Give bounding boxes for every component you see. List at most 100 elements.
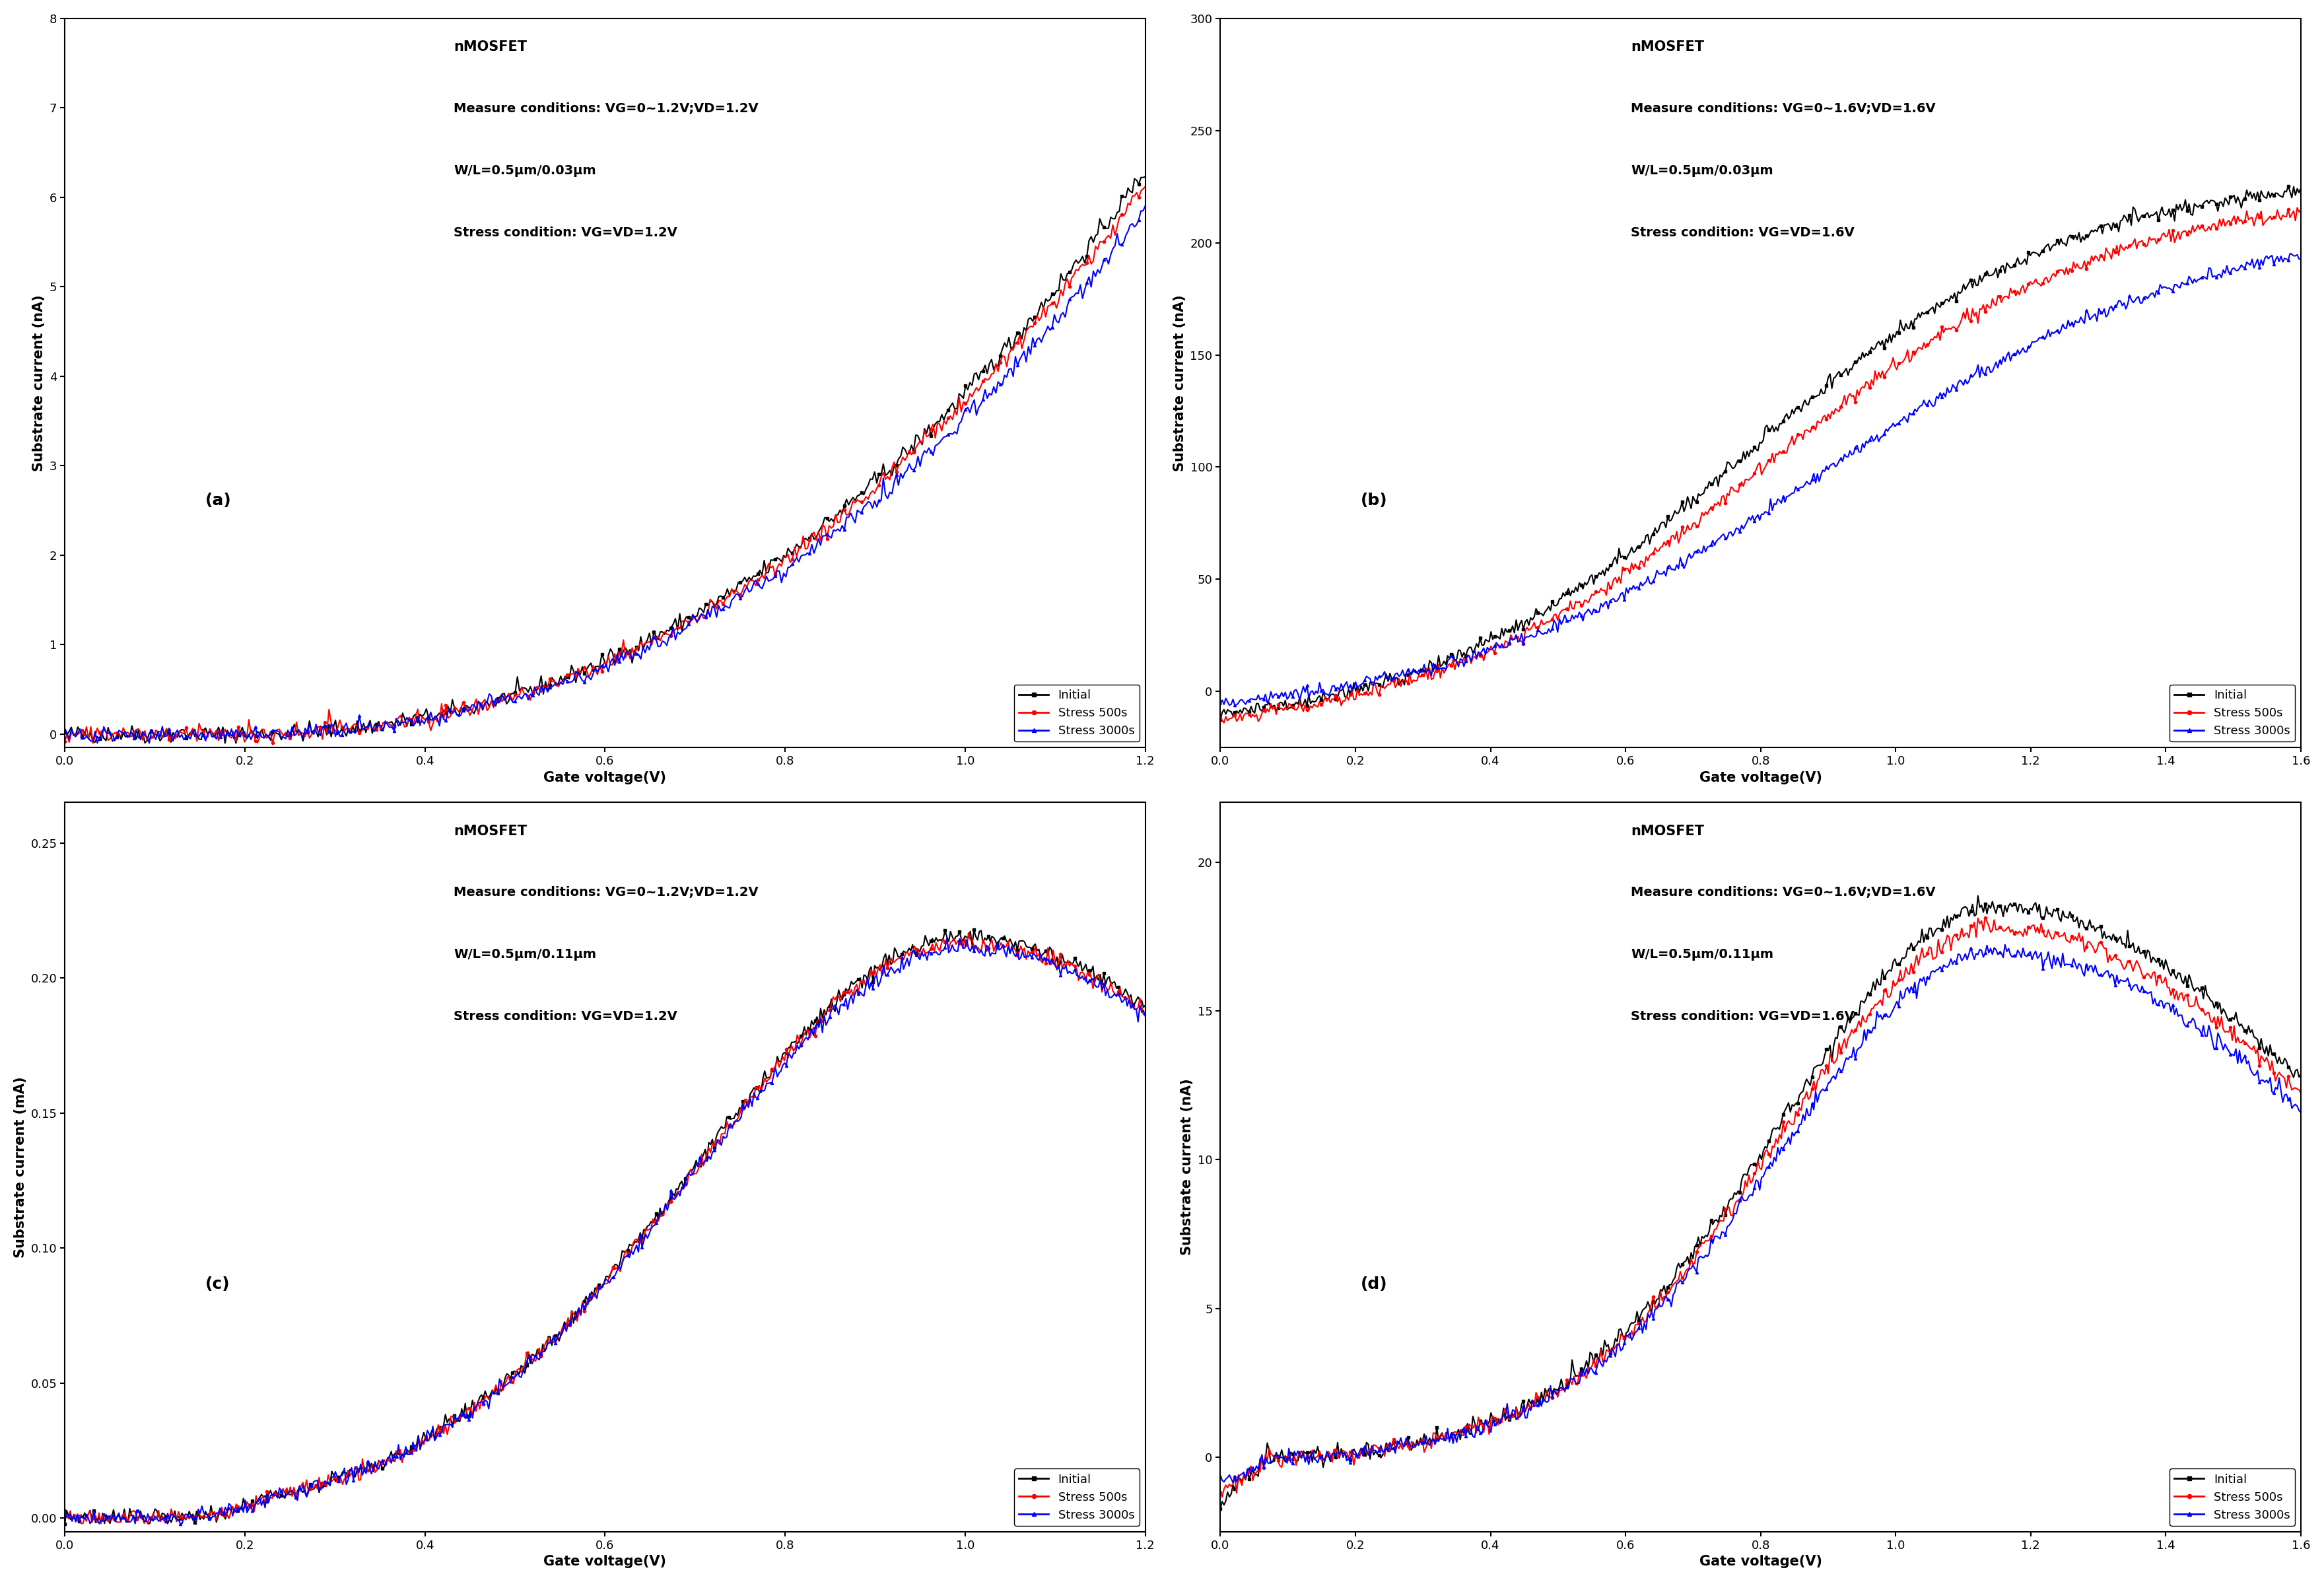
- Text: (b): (b): [1362, 492, 1387, 508]
- Stress 3000s: [774, 1044, 802, 1063]
- Stress 3000s: [567, 668, 595, 687]
- Initial: [1694, 1221, 1722, 1240]
- Text: W/L=0.5μm/0.11μm: W/L=0.5μm/0.11μm: [1631, 948, 1773, 960]
- Initial: [1109, 187, 1136, 206]
- Stress 500s: [1399, 671, 1427, 690]
- Initial: [1485, 1410, 1513, 1429]
- X-axis label: Gate voltage(V): Gate voltage(V): [544, 770, 667, 785]
- Stress 500s: [572, 661, 600, 680]
- Legend: Initial, Stress 500s, Stress 3000s: Initial, Stress 500s, Stress 3000s: [2171, 685, 2294, 742]
- Stress 500s: [637, 634, 665, 653]
- Text: Stress condition: VG=VD=1.2V: Stress condition: VG=VD=1.2V: [453, 1011, 679, 1024]
- Initial: [567, 664, 595, 683]
- X-axis label: Gate voltage(V): Gate voltage(V): [544, 1555, 667, 1568]
- Initial: [242, 1493, 270, 1512]
- Stress 3000s: [51, 1501, 79, 1520]
- Text: nMOSFET: nMOSFET: [453, 824, 528, 837]
- Y-axis label: Substrate current (nA): Substrate current (nA): [1174, 294, 1185, 471]
- Stress 3000s: [84, 734, 112, 753]
- Stress 3000s: [1220, 696, 1248, 715]
- Stress 500s: [2022, 269, 2050, 288]
- Stress 500s: [1845, 386, 1873, 405]
- Stress 500s: [244, 1495, 272, 1514]
- Initial: [1206, 1500, 1234, 1519]
- Stress 3000s: [77, 1514, 105, 1533]
- Stress 500s: [70, 1514, 98, 1533]
- Stress 500s: [1206, 1482, 1234, 1501]
- Initial: [1132, 168, 1160, 187]
- Line: Stress 3000s: Stress 3000s: [63, 204, 1146, 745]
- Stress 3000s: [2287, 1103, 2315, 1122]
- Initial: [1843, 353, 1871, 372]
- Stress 500s: [1208, 1487, 1236, 1506]
- Stress 500s: [955, 924, 983, 943]
- Stress 3000s: [1845, 1039, 1873, 1058]
- Stress 500s: [2282, 198, 2310, 217]
- Stress 3000s: [1992, 935, 2020, 954]
- Legend: Initial, Stress 500s, Stress 3000s: Initial, Stress 500s, Stress 3000s: [1013, 1468, 1139, 1525]
- Stress 500s: [1132, 1005, 1160, 1024]
- Initial: [211, 734, 239, 753]
- Stress 500s: [1845, 1011, 1873, 1030]
- Line: Stress 3000s: Stress 3000s: [63, 937, 1146, 1525]
- Initial: [1397, 1441, 1425, 1460]
- Initial: [1843, 1005, 1871, 1024]
- Stress 3000s: [1845, 443, 1873, 462]
- Line: Initial: Initial: [63, 929, 1146, 1525]
- Initial: [960, 921, 988, 940]
- Line: Stress 500s: Stress 500s: [1220, 206, 2303, 725]
- Stress 3000s: [330, 1459, 358, 1478]
- Initial: [51, 1514, 79, 1533]
- Initial: [2287, 1065, 2315, 1084]
- Stress 500s: [541, 1329, 569, 1348]
- Initial: [328, 1462, 356, 1481]
- Stress 500s: [2024, 918, 2052, 937]
- Stress 3000s: [939, 424, 967, 443]
- Text: W/L=0.5μm/0.03μm: W/L=0.5μm/0.03μm: [1631, 165, 1773, 177]
- Stress 3000s: [1697, 1231, 1724, 1250]
- Stress 500s: [2287, 1084, 2315, 1103]
- Stress 500s: [51, 1506, 79, 1525]
- Stress 3000s: [2024, 949, 2052, 968]
- Text: nMOSFET: nMOSFET: [453, 40, 528, 54]
- Initial: [772, 1044, 799, 1063]
- Text: Stress condition: VG=VD=1.6V: Stress condition: VG=VD=1.6V: [1631, 1011, 1855, 1024]
- Stress 3000s: [1220, 1473, 1248, 1492]
- Stress 500s: [690, 1156, 718, 1175]
- Initial: [1485, 628, 1513, 647]
- Stress 500s: [867, 956, 895, 975]
- Text: nMOSFET: nMOSFET: [1631, 824, 1703, 837]
- Stress 3000s: [697, 607, 725, 626]
- Stress 500s: [258, 734, 286, 753]
- X-axis label: Gate voltage(V): Gate voltage(V): [1699, 770, 1822, 785]
- Stress 500s: [1929, 323, 1957, 342]
- Initial: [688, 1150, 716, 1169]
- Stress 500s: [1697, 1226, 1724, 1245]
- Initial: [939, 394, 967, 413]
- Stress 500s: [567, 663, 595, 682]
- Stress 500s: [2287, 201, 2315, 220]
- Stress 3000s: [572, 666, 600, 685]
- Stress 500s: [1132, 177, 1160, 196]
- Stress 3000s: [244, 1492, 272, 1511]
- Stress 3000s: [541, 1334, 569, 1353]
- Initial: [2275, 177, 2303, 196]
- Stress 3000s: [1132, 196, 1160, 215]
- Text: Measure conditions: VG=0~1.6V;VD=1.6V: Measure conditions: VG=0~1.6V;VD=1.6V: [1631, 103, 1936, 115]
- Stress 3000s: [690, 1153, 718, 1172]
- Stress 500s: [330, 1470, 358, 1489]
- Line: Stress 500s: Stress 500s: [1220, 916, 2303, 1498]
- Line: Stress 500s: Stress 500s: [63, 185, 1146, 745]
- Initial: [51, 723, 79, 742]
- Stress 3000s: [867, 973, 895, 992]
- Stress 500s: [1206, 707, 1234, 726]
- Initial: [2287, 179, 2315, 198]
- Text: Measure conditions: VG=0~1.6V;VD=1.6V: Measure conditions: VG=0~1.6V;VD=1.6V: [1631, 886, 1936, 899]
- Initial: [1132, 995, 1160, 1014]
- Initial: [2020, 242, 2047, 261]
- Text: Measure conditions: VG=0~1.2V;VD=1.2V: Measure conditions: VG=0~1.2V;VD=1.2V: [453, 103, 758, 115]
- Stress 500s: [774, 1049, 802, 1068]
- Stress 3000s: [1697, 535, 1724, 554]
- Stress 3000s: [2275, 244, 2303, 263]
- Stress 3000s: [1399, 660, 1427, 679]
